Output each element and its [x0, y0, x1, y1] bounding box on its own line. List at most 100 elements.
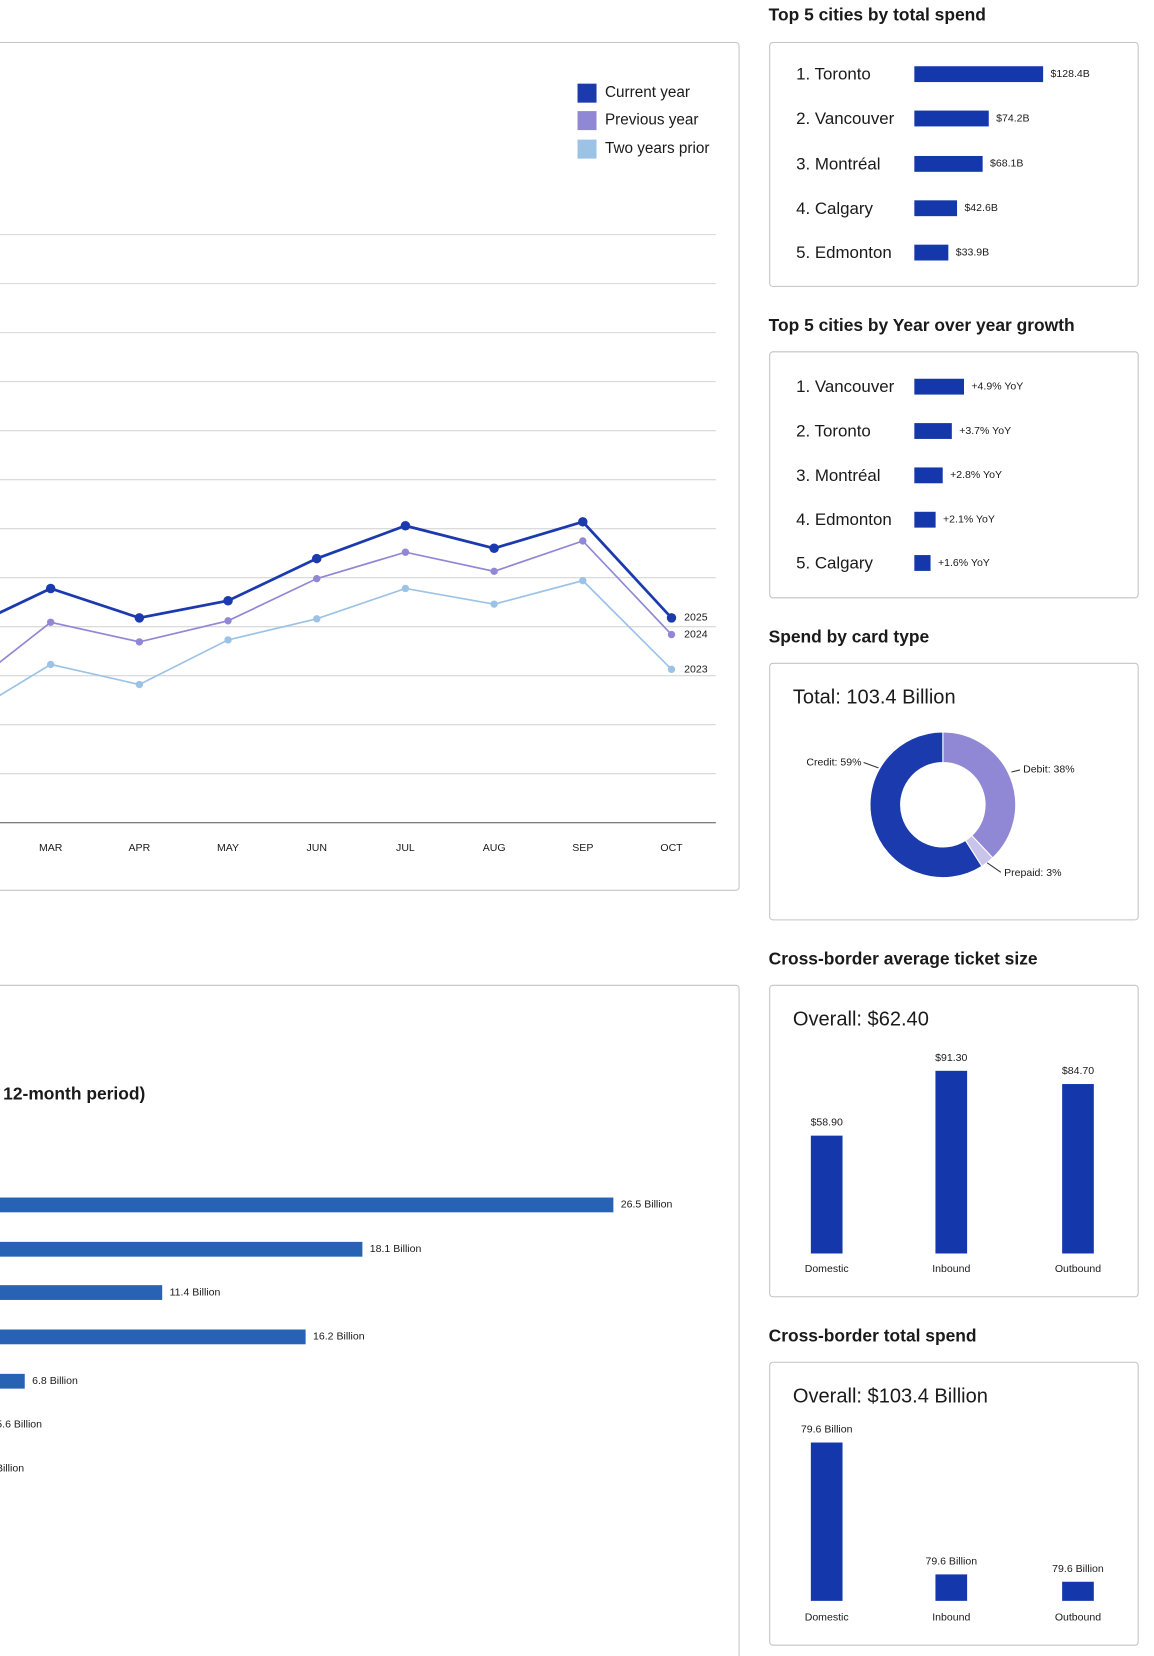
series-point	[400, 520, 411, 531]
bar	[1062, 1084, 1094, 1254]
x-tick-label: APR	[129, 842, 151, 854]
bar	[935, 1574, 968, 1601]
value-label: 79.6 Billion	[801, 1424, 853, 1436]
slice-label: Debit: 38%	[1023, 764, 1075, 776]
category-label: 3. Montréal	[796, 466, 880, 485]
end-label: 2025	[684, 612, 708, 624]
series-point	[401, 584, 410, 593]
value-label: 16.2 Billion	[313, 1331, 365, 1343]
series-point	[579, 537, 587, 545]
chart-subtitle: Overall: $103.4 Billion	[793, 1385, 988, 1407]
category-label: Outbound	[1055, 1612, 1101, 1624]
legend-swatch	[577, 111, 597, 131]
category-label: 3. Montréal	[796, 154, 880, 173]
value-label: +4.9% YoY	[971, 380, 1023, 392]
category-label: Outbound	[1055, 1263, 1101, 1275]
category-label: 5. Calgary	[796, 554, 873, 573]
value-label: 5.0 Billion	[0, 1463, 24, 1475]
legend-label: Two years prior	[605, 140, 710, 157]
value-label: 26.5 Billion	[621, 1199, 673, 1211]
series-point	[666, 613, 677, 623]
series-point	[311, 553, 322, 564]
legend-swatch	[577, 83, 597, 103]
series-point	[489, 543, 499, 554]
slice-label: Credit: 59%	[806, 756, 861, 768]
value-label: $33.9B	[956, 246, 989, 258]
series-point	[45, 583, 56, 594]
series-point	[46, 618, 55, 626]
bar	[914, 110, 989, 127]
series-point	[578, 517, 588, 527]
value-label: 79.6 Billion	[1052, 1563, 1104, 1575]
chart-title: Top 5 cities by total spend	[769, 5, 986, 25]
value-label: +2.1% YoY	[943, 513, 995, 525]
end-label: 2024	[684, 629, 708, 641]
bar	[0, 1241, 363, 1257]
legend-swatch	[577, 139, 597, 159]
bar	[914, 511, 936, 528]
leader-line	[986, 862, 1002, 873]
series-point	[490, 600, 498, 608]
bar	[914, 200, 958, 217]
x-tick-label: JUL	[396, 842, 415, 854]
bar	[914, 155, 983, 172]
value-label: $58.90	[811, 1117, 843, 1129]
value-label: 79.6 Billion	[925, 1556, 977, 1568]
bar	[914, 378, 964, 395]
bar	[914, 66, 1044, 83]
series-point	[401, 548, 410, 556]
series-point	[46, 660, 55, 669]
category-label: 2. Toronto	[796, 422, 871, 441]
bar	[810, 1135, 843, 1254]
x-tick-label: AUG	[483, 842, 506, 854]
series-point	[579, 576, 587, 585]
series-point	[667, 665, 676, 674]
value-label: 6.8 Billion	[32, 1375, 78, 1387]
legend-label: Previous year	[605, 112, 699, 129]
category-label: Domestic	[805, 1263, 849, 1275]
category-label: 2. Vancouver	[796, 109, 895, 128]
value-label: $68.1B	[990, 158, 1023, 170]
bar	[914, 244, 949, 261]
category-label: 1. Toronto	[796, 65, 871, 84]
category-label: 5. Edmonton	[796, 243, 892, 262]
category-label: 4. Edmonton	[796, 510, 892, 529]
bar	[0, 1373, 25, 1389]
growth-panel	[769, 351, 1139, 599]
series-point	[135, 680, 144, 689]
bar	[914, 467, 943, 484]
value-label: $42.6B	[964, 202, 997, 214]
bar	[935, 1070, 968, 1254]
bar	[914, 555, 931, 571]
x-tick-label: MAY	[217, 842, 239, 854]
x-tick-label: OCT	[660, 842, 683, 854]
value-label: $84.70	[1062, 1065, 1094, 1077]
value-label: $128.4B	[1051, 68, 1090, 80]
bar	[0, 1197, 614, 1213]
series-point	[134, 613, 145, 623]
category-label: 4. Calgary	[796, 199, 873, 218]
bar	[0, 1285, 163, 1300]
value-label: 18.1 Billion	[370, 1243, 422, 1255]
category-label: Inbound	[932, 1263, 970, 1275]
series-point	[135, 638, 144, 646]
bar	[1062, 1581, 1094, 1601]
series-point	[223, 595, 233, 606]
category-label: Inbound	[932, 1612, 970, 1624]
series-point	[224, 617, 232, 625]
donut-segment	[942, 731, 1017, 859]
value-label: +2.8% YoY	[950, 469, 1002, 481]
leader-line	[1011, 769, 1021, 773]
series-point	[490, 567, 498, 576]
bar	[0, 1329, 306, 1345]
card-panel	[769, 662, 1139, 921]
series-point	[224, 636, 232, 644]
donut-segment	[869, 731, 983, 879]
legend-label: Current year	[605, 84, 690, 101]
x-tick-label: SEP	[572, 842, 593, 854]
series-point	[313, 615, 321, 623]
slice-label: Prepaid: 3%	[1004, 867, 1061, 879]
line-panel	[0, 41, 740, 891]
chart-title: Cross-border average ticket size	[769, 949, 1038, 969]
